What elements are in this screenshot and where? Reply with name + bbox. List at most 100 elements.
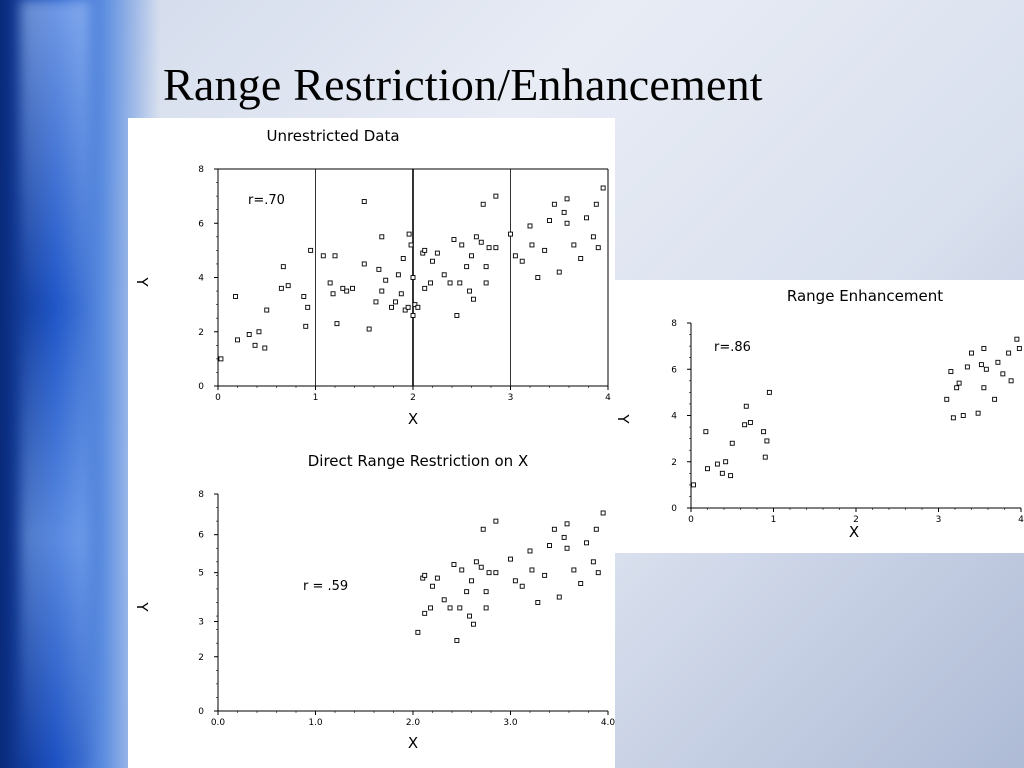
correlation-annotation: r=.86 (714, 340, 751, 355)
data-point (483, 264, 489, 270)
data-point (561, 209, 567, 215)
x-axis-label: X (408, 410, 418, 428)
data-point (303, 323, 309, 329)
data-point (471, 296, 476, 302)
x-tick-label: 3.0 (503, 718, 518, 728)
data-point (593, 526, 599, 532)
data-point (729, 440, 735, 446)
data-point (218, 356, 224, 362)
data-point (478, 564, 484, 570)
data-point (564, 545, 570, 551)
data-point (747, 419, 753, 425)
data-point (719, 470, 725, 476)
x-axis-label: X (849, 523, 859, 541)
data-point (584, 540, 589, 546)
data-point (235, 337, 240, 343)
data-point (547, 218, 552, 223)
data-point (252, 342, 258, 348)
y-tick-label: 5 (198, 569, 204, 579)
data-point (402, 307, 408, 313)
data-point (600, 185, 606, 191)
data-point (978, 362, 984, 368)
data-point (467, 288, 472, 294)
data-point (400, 256, 406, 261)
data-point (950, 415, 956, 421)
data-point (956, 380, 962, 386)
x-tick-label: 3 (508, 393, 514, 403)
unrestricted-chart: Unrestricted Data 0 1 2 3 4 0 2 4 6 8 X Yr=.70 (133, 127, 611, 428)
data-point (527, 223, 533, 229)
data-point (483, 280, 489, 286)
slide-title: Range Restriction/Enhancement (163, 59, 763, 110)
data-point (1006, 350, 1012, 356)
data-point (340, 285, 346, 291)
data-point (373, 299, 379, 305)
data-point (948, 369, 954, 375)
data-point (361, 261, 367, 267)
data-point (584, 215, 589, 221)
data-point (480, 526, 486, 532)
data-point (705, 466, 710, 472)
data-point (564, 196, 570, 202)
data-point (389, 304, 394, 310)
y-axis-label: Y (133, 601, 151, 612)
data-point (728, 473, 734, 479)
data-point (412, 302, 418, 308)
enhancement-chart: Range Enhancement 0 1 2 3 4 0 2 4 6 8 X Yr=.86 (615, 287, 1024, 541)
data-point (764, 438, 770, 444)
data-point (508, 556, 513, 562)
data-point (595, 570, 601, 576)
data-point (762, 454, 768, 460)
x-tick-label: 4.0 (601, 718, 615, 728)
data-point (593, 201, 599, 207)
data-point (422, 285, 428, 291)
data-point (327, 280, 333, 286)
data-point (278, 285, 284, 291)
data-point (529, 242, 535, 248)
data-point (471, 621, 476, 627)
data-point (464, 264, 470, 270)
y-tick-label: 8 (198, 165, 204, 175)
data-point (415, 629, 421, 635)
data-point (483, 589, 489, 595)
data-point (954, 385, 960, 391)
data-point (703, 429, 709, 435)
y-tick-label: 8 (671, 319, 677, 329)
data-point (469, 578, 474, 584)
data-point (376, 266, 382, 272)
data-point (415, 304, 421, 310)
data-point (493, 245, 499, 251)
x-tick-label: 3 (936, 515, 942, 525)
x-tick-label: 0 (688, 515, 694, 525)
data-point (551, 526, 557, 532)
data-point (714, 461, 720, 467)
data-point (992, 396, 998, 402)
data-point (441, 597, 447, 603)
data-point (743, 403, 749, 409)
data-point (428, 280, 433, 286)
data-point (447, 280, 453, 286)
y-tick-label: 2 (198, 328, 204, 338)
data-point (969, 350, 974, 356)
data-point (571, 242, 577, 248)
y-tick-label: 4 (671, 412, 677, 422)
data-point (578, 581, 584, 586)
data-point (480, 201, 486, 207)
data-point (262, 345, 268, 351)
data-point (1016, 345, 1022, 351)
data-point (600, 510, 606, 516)
data-point (519, 258, 525, 264)
data-point (527, 548, 533, 554)
correlation-annotation: r=.70 (248, 193, 285, 208)
y-tick-label: 8 (198, 490, 204, 500)
data-point (595, 245, 601, 251)
data-point (361, 199, 367, 205)
data-point (547, 543, 552, 548)
data-point (467, 613, 472, 619)
y-tick-label: 0 (198, 707, 204, 717)
data-point (430, 583, 435, 589)
data-point (529, 567, 535, 573)
x-tick-label: 4 (1018, 515, 1024, 525)
